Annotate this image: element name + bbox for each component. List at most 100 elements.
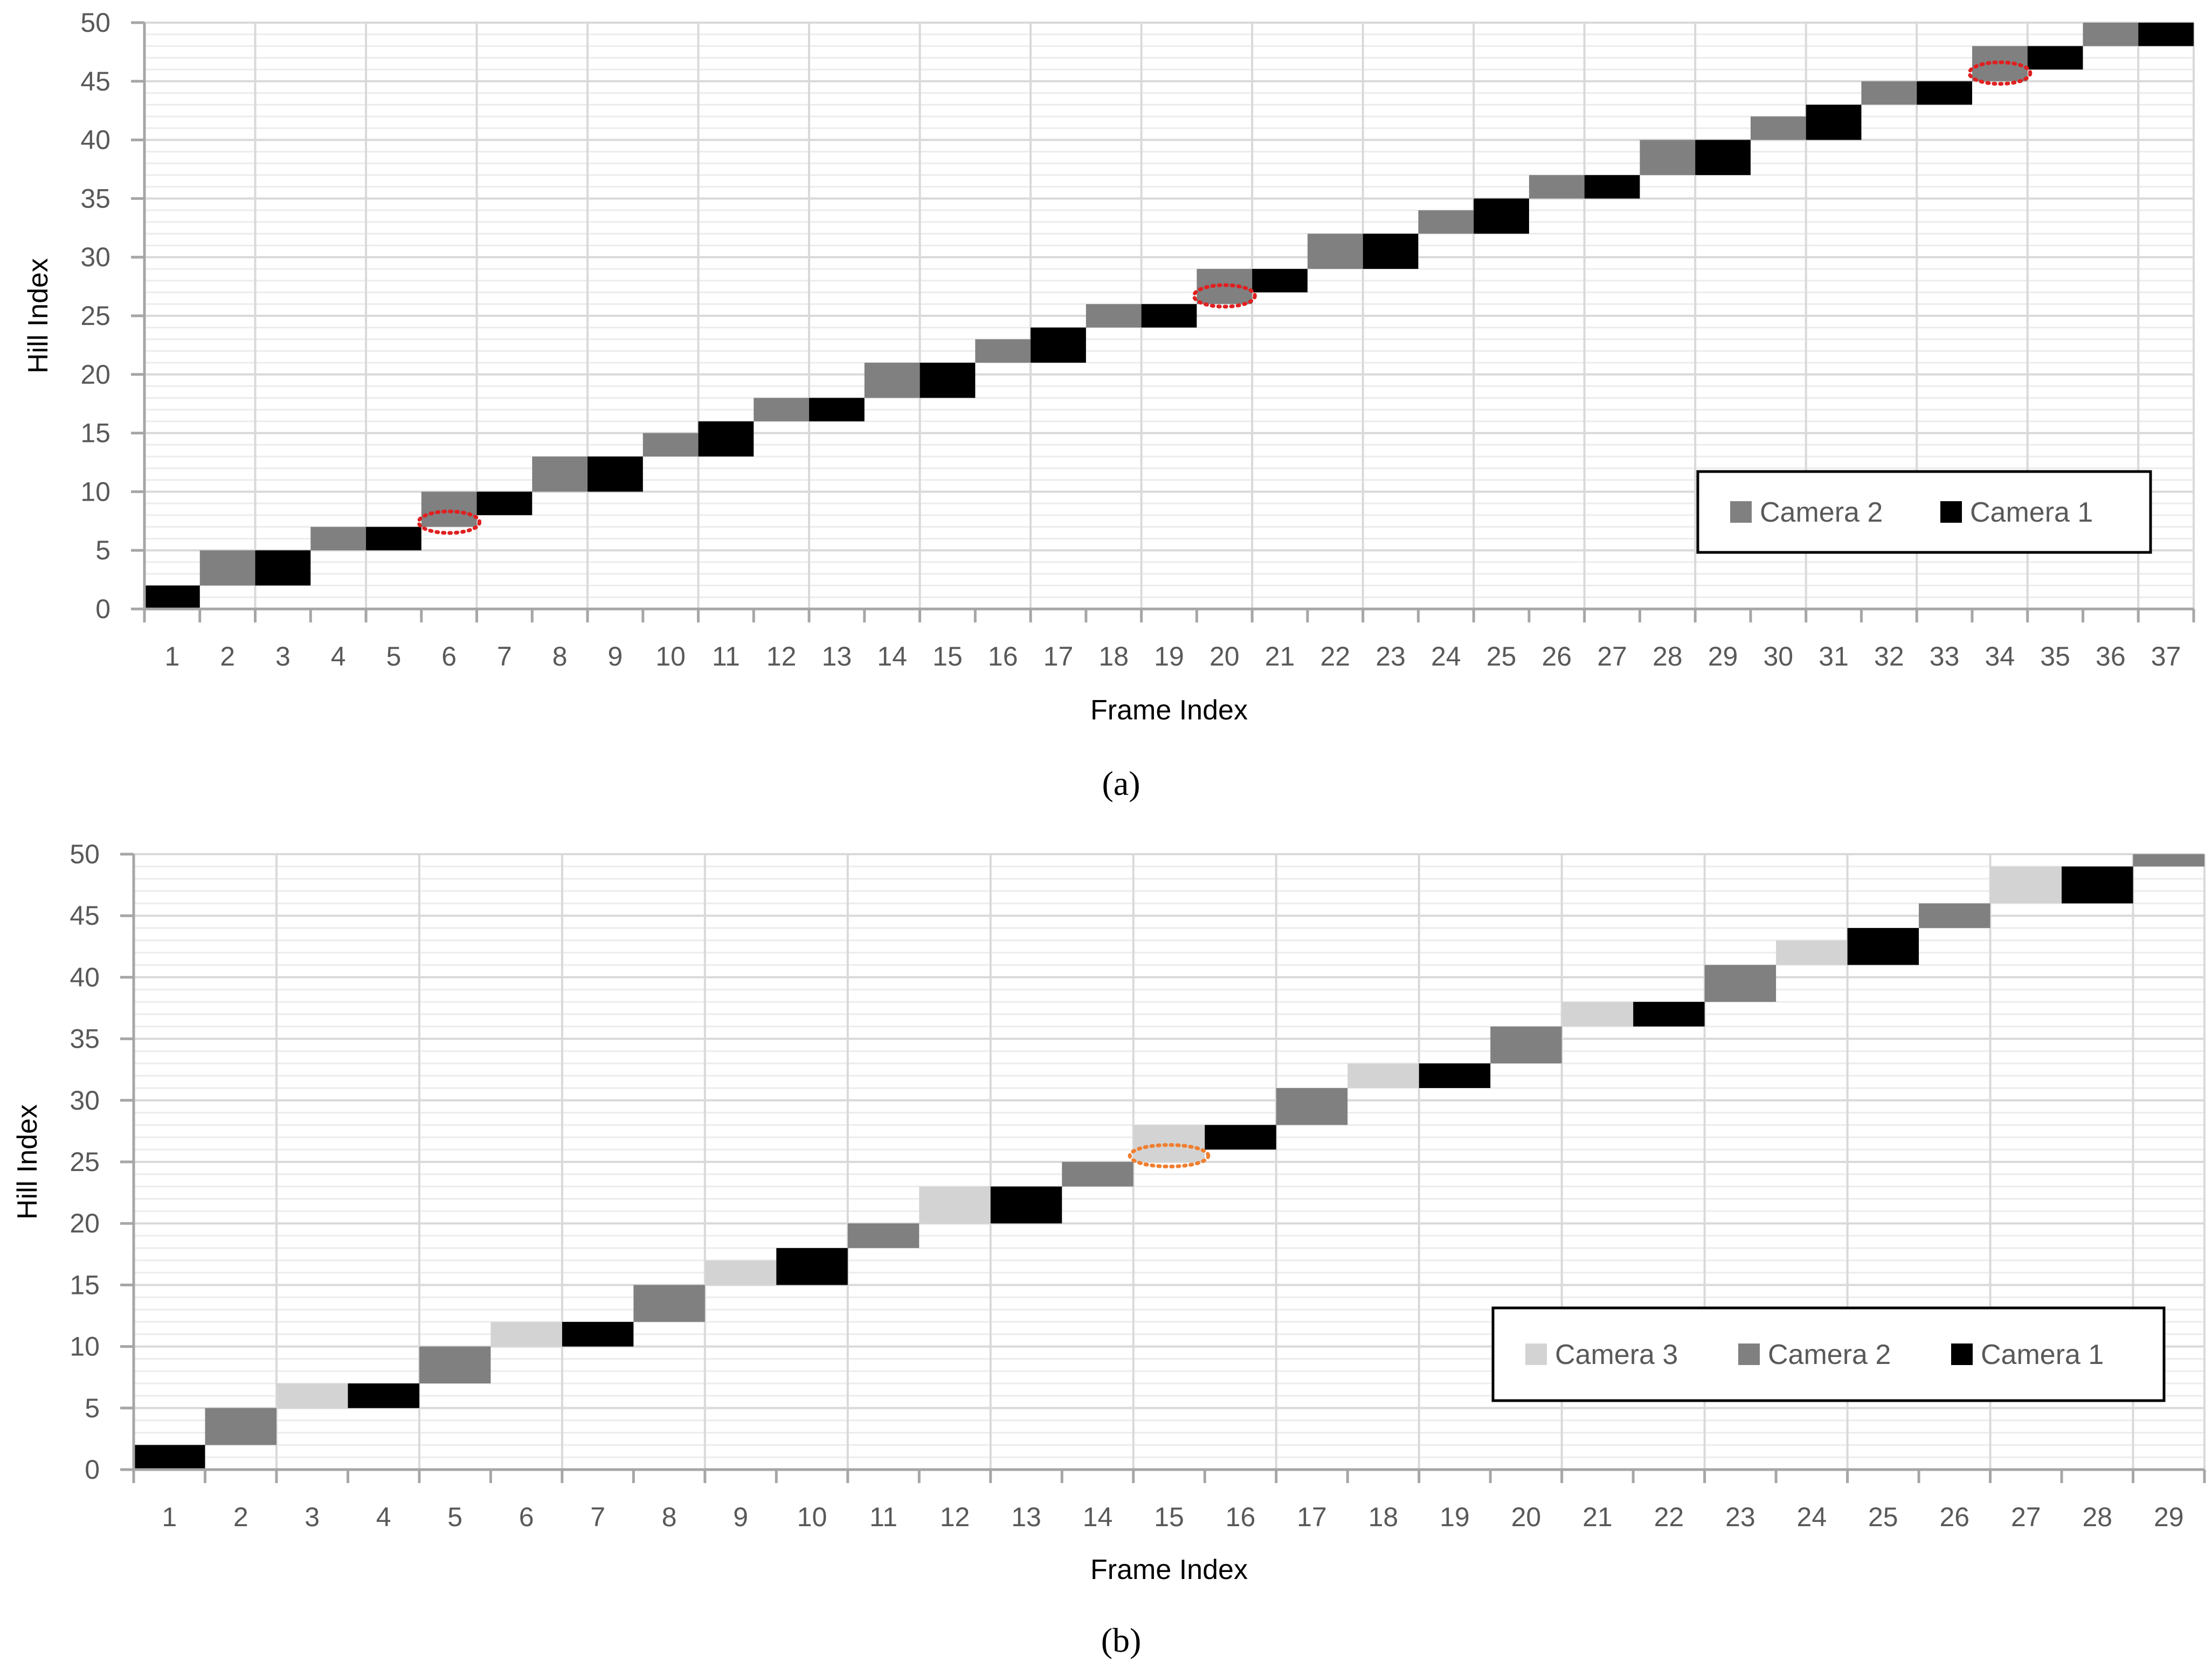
y-tick-label: 50: [70, 839, 100, 869]
x-tick-label: 3: [305, 1502, 320, 1532]
x-tick-label: 25: [1868, 1502, 1898, 1532]
x-tick-label: 30: [1764, 641, 1794, 671]
x-tick-label: 2: [233, 1502, 248, 1532]
bar-camera-2-frame-14: [864, 363, 920, 398]
legend-swatch-camera-3: [1525, 1343, 1547, 1365]
bar-camera-1-frame-37: [2138, 23, 2194, 46]
x-tick-label: 14: [877, 641, 907, 671]
legend-label-camera-1: Camera 1: [1981, 1339, 2104, 1370]
y-tick-label: 45: [80, 66, 110, 96]
x-tick-label: 15: [932, 641, 963, 671]
x-tick-label: 31: [1819, 641, 1849, 671]
highlight-ellipse-1: [1128, 1143, 1211, 1169]
bar-camera-1-frame-1: [144, 585, 200, 609]
bar-camera-2-frame-4: [310, 527, 367, 551]
bar-camera-1-frame-15: [920, 363, 976, 398]
bar-camera-1-frame-4: [348, 1383, 419, 1408]
bar-camera-3-frame-21: [1561, 1002, 1634, 1027]
legend-box: [1696, 470, 2152, 554]
x-tick-label: 17: [1297, 1502, 1327, 1532]
x-tick-label: 18: [1098, 641, 1129, 671]
legend: Camera 2 Camera 1: [1696, 470, 2152, 554]
x-tick-label: 11: [869, 1502, 897, 1532]
y-tick-label: 35: [80, 183, 110, 213]
x-tick-label: 6: [441, 641, 457, 671]
x-tick-label: 9: [733, 1502, 748, 1532]
y-tick-label: 50: [80, 8, 110, 38]
x-tick-label: 28: [2082, 1502, 2112, 1532]
bar-camera-1-frame-3: [255, 550, 311, 586]
x-tick-label: 10: [655, 641, 686, 671]
y-tick-label: 25: [70, 1147, 100, 1177]
bar-camera-1-frame-27: [1584, 175, 1640, 199]
x-tick-label: 8: [662, 1502, 677, 1532]
x-tick-label: 28: [1653, 641, 1683, 671]
bar-camera-2-frame-36: [2083, 23, 2139, 46]
x-tick-label: 3: [275, 641, 291, 671]
x-tick-label: 33: [1930, 641, 1960, 671]
gridlines: [144, 22, 2195, 609]
bar-camera-1-frame-9: [587, 456, 643, 492]
x-tick-label: 17: [1043, 641, 1074, 671]
x-tick-label: 22: [1320, 641, 1350, 671]
y-tick-label: 5: [85, 1393, 100, 1423]
bar-camera-1-frame-35: [2027, 46, 2083, 70]
legend-box: [1491, 1306, 2166, 1402]
bar-camera-1-frame-17: [1031, 327, 1086, 363]
bar-camera-3-frame-24: [1776, 940, 1848, 965]
bar-camera-2-frame-26: [1529, 175, 1585, 199]
x-tick-label: 12: [940, 1502, 970, 1532]
bar-camera-1-frame-31: [1806, 105, 1862, 140]
x-tick-label: 34: [1985, 641, 2015, 671]
legend-swatch-camera-1: [1951, 1343, 1973, 1365]
x-tick-label: 24: [1797, 1502, 1827, 1532]
legend: Camera 3 Camera 2 Camera 1: [1491, 1306, 2166, 1402]
bar-camera-2-frame-18: [1086, 304, 1142, 328]
y-axis-title: Hill Index: [23, 258, 54, 373]
x-tick-label: 12: [766, 641, 797, 671]
bar-camera-1-frame-7: [476, 491, 533, 515]
x-tick-label: 29: [2154, 1502, 2184, 1532]
bar-camera-3-frame-15: [1133, 1125, 1205, 1162]
bar-camera-2-frame-30: [1750, 116, 1806, 140]
bar-camera-2-frame-26: [1919, 903, 1990, 929]
x-tick-label: 15: [1154, 1502, 1184, 1532]
legend-label-camera-2: Camera 2: [1768, 1339, 1891, 1370]
bar-camera-3-frame-6: [490, 1321, 562, 1347]
bar-camera-2-frame-22: [1307, 233, 1363, 269]
bar-camera-1-frame-10: [776, 1248, 848, 1285]
bar-camera-1-frame-25: [1847, 928, 1919, 965]
x-tick-label: 26: [1939, 1502, 1969, 1532]
x-tick-label: 26: [1542, 641, 1572, 671]
y-axis-title: Hill Index: [12, 1104, 43, 1220]
bar-camera-1-frame-16: [1205, 1125, 1276, 1150]
x-tick-label: 27: [1597, 641, 1627, 671]
bar-camera-2-frame-16: [975, 339, 1031, 363]
bar-camera-1-frame-28: [2062, 866, 2133, 904]
x-tick-label: 20: [1209, 641, 1240, 671]
bar-camera-3-frame-18: [1347, 1063, 1419, 1088]
x-tick-label: 1: [164, 641, 179, 671]
x-tick-label: 13: [1011, 1502, 1041, 1532]
bar-camera-3-frame-27: [1990, 866, 2062, 904]
gridlines: [134, 853, 2206, 1470]
y-tick-label: 30: [70, 1085, 100, 1116]
bar-camera-1-frame-23: [1363, 233, 1419, 269]
y-tick-label: 25: [80, 301, 110, 331]
legend-swatch-camera-1: [1940, 501, 1962, 523]
bar-camera-2-frame-2: [205, 1408, 276, 1445]
bar-camera-1-frame-5: [366, 527, 421, 551]
y-tick-label: 35: [70, 1024, 100, 1054]
bar-camera-2-frame-23: [1704, 965, 1776, 1002]
bar-camera-2-frame-10: [642, 433, 699, 457]
bar-camera-1-frame-22: [1633, 1002, 1705, 1027]
y-tick-label: 10: [70, 1332, 100, 1362]
series-camera-1: [144, 23, 2194, 609]
legend-label-camera-3: Camera 3: [1555, 1339, 1678, 1370]
y-tick-label: 5: [95, 535, 110, 565]
y-tick-label: 0: [95, 594, 110, 624]
x-tick-label: 20: [1511, 1502, 1542, 1532]
bar-camera-2-frame-24: [1418, 210, 1474, 234]
